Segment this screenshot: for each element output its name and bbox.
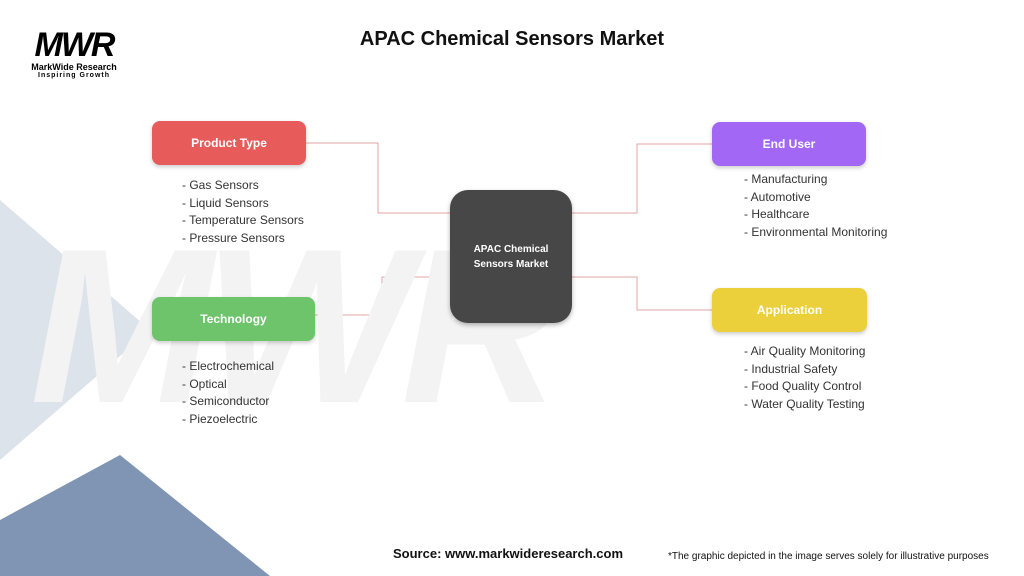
page-title: APAC Chemical Sensors Market [359, 28, 665, 50]
list-item: - Industrial Safety [744, 361, 838, 376]
list-item: - Semiconductor [182, 394, 270, 408]
logo-mark: MWR [34, 26, 116, 64]
center-label: APAC Chemical Sensors Market [473, 243, 549, 270]
list-item: - Water Quality Testing [744, 396, 865, 411]
list-item: - Environmental Monitoring [744, 224, 888, 239]
connector-end-user [572, 143, 712, 214]
logo-tagline: Inspiring Growth [38, 72, 110, 79]
category-product-type: Product Type [152, 121, 306, 165]
connector-technology [315, 276, 450, 316]
source-text: Source: www.markwideresearch.com [393, 546, 624, 561]
left-triangle-shape [0, 200, 150, 460]
list-item: - Pressure Sensors [182, 230, 285, 245]
center-node: APAC Chemical Sensors Market [450, 190, 572, 323]
list-item: - Food Quality Control [744, 379, 862, 393]
category-technology: Technology [152, 297, 315, 341]
list-item: - Gas Sensors [182, 178, 259, 192]
list-item: - Air Quality Monitoring [744, 344, 866, 358]
connector-lines [306, 142, 712, 316]
list-end-user: - Manufacturing - Automotive - Healthcar… [744, 171, 887, 241]
list-item: - Electrochemical [182, 359, 275, 373]
list-item: - Liquid Sensors [182, 195, 269, 210]
list-product-type: - Gas Sensors - Liquid Sensors - Tempera… [182, 177, 304, 247]
connector-application [572, 276, 712, 311]
list-item: - Temperature Sensors [182, 213, 304, 227]
list-item: - Piezoelectric [182, 411, 258, 426]
list-item: - Automotive [744, 189, 811, 204]
category-application: Application [712, 288, 867, 332]
list-item: - Manufacturing [744, 172, 828, 186]
list-item: - Healthcare [744, 207, 810, 221]
connector-product-type [306, 142, 450, 214]
disclaimer-text: *The graphic depicted in the image serve… [668, 551, 989, 562]
logo: MWR MarkWide Research Inspiring Growth [22, 28, 126, 79]
bottom-triangle-shape [0, 455, 270, 576]
list-technology: - Electrochemical - Optical - Semiconduc… [182, 358, 274, 428]
category-end-user: End User [712, 122, 866, 166]
list-application: - Air Quality Monitoring - Industrial Sa… [744, 343, 865, 413]
list-item: - Optical [182, 376, 227, 391]
logo-name: MarkWide Research [31, 62, 117, 72]
